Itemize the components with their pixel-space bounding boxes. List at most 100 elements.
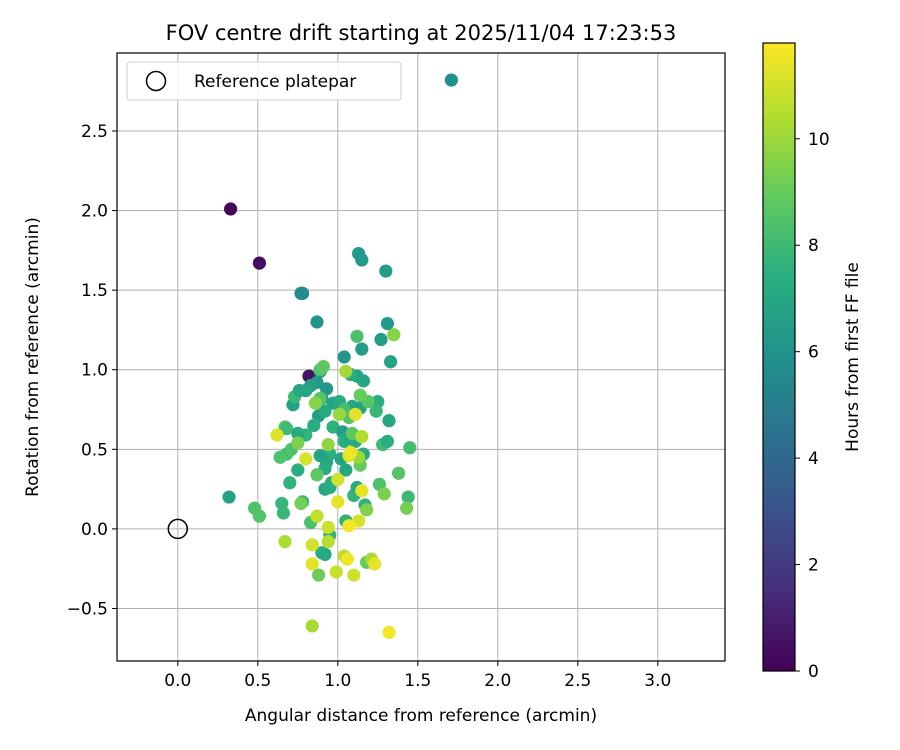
x-tick-label: 1.0 — [324, 671, 351, 691]
data-point — [360, 503, 374, 517]
grid-lines — [117, 53, 725, 661]
x-tick-label: 2.0 — [484, 671, 511, 691]
y-tick-label: 2.0 — [81, 202, 108, 222]
legend-box — [126, 61, 402, 101]
data-point — [368, 557, 382, 571]
colorbar-tick-label: 10 — [808, 130, 830, 150]
data-point — [316, 359, 330, 374]
data-point — [252, 509, 266, 523]
data-point — [318, 404, 332, 418]
data-point — [270, 428, 284, 442]
y-axis-label: Rotation from reference (arcmin) — [23, 217, 43, 497]
data-point — [355, 429, 369, 444]
colorbar-tick-label: 8 — [808, 236, 819, 256]
legend: Reference platepar — [126, 61, 402, 101]
data-point — [339, 364, 353, 378]
data-point — [403, 441, 417, 455]
y-tick-label: 1.0 — [81, 361, 108, 381]
data-point — [444, 73, 458, 87]
chart-title: FOV centre drift starting at 2025/11/04 … — [166, 21, 677, 45]
data-point — [224, 202, 238, 216]
data-point — [329, 565, 343, 579]
data-point — [273, 450, 287, 464]
data-point — [400, 501, 414, 515]
data-point — [347, 568, 361, 582]
data-point — [355, 484, 369, 498]
y-tick-label: 1.5 — [81, 281, 108, 301]
plot-frame — [116, 52, 726, 662]
data-point — [369, 404, 383, 418]
data-point — [331, 495, 345, 509]
data-point — [382, 414, 396, 428]
legend-label: Reference platepar — [194, 72, 356, 92]
data-point — [299, 383, 313, 398]
y-tick-label: 2.5 — [81, 122, 108, 142]
y-axis-ticks: −0.5 0.0 0.5 1.0 1.5 2.0 2.5 — [67, 122, 117, 619]
y-tick-label: 0.5 — [81, 440, 108, 460]
data-point — [382, 625, 396, 639]
data-point — [222, 490, 236, 504]
data-point — [321, 535, 335, 549]
data-point — [380, 316, 394, 331]
data-point — [380, 434, 394, 448]
data-point — [310, 509, 324, 523]
data-point — [310, 468, 324, 482]
colorbar — [762, 42, 796, 672]
data-point — [291, 426, 305, 440]
data-point — [379, 264, 393, 278]
data-point — [313, 449, 327, 463]
data-points — [222, 73, 458, 639]
colorbar-tick-label: 6 — [808, 343, 819, 363]
data-point — [340, 552, 354, 566]
colorbar-tick-label: 0 — [808, 662, 819, 682]
data-point — [342, 519, 356, 533]
data-point — [348, 407, 362, 421]
colorbar-tick-label: 2 — [808, 556, 819, 576]
data-point — [283, 476, 297, 490]
data-point — [384, 355, 398, 369]
data-point — [294, 496, 308, 511]
data-point — [355, 253, 369, 267]
data-point — [344, 445, 358, 460]
x-tick-label: 1.5 — [404, 671, 431, 691]
x-tick-label: 0.0 — [164, 671, 191, 691]
data-point — [374, 332, 388, 347]
data-point — [331, 472, 345, 487]
data-point — [305, 557, 319, 571]
data-point — [299, 452, 313, 466]
data-point — [392, 466, 406, 480]
data-point — [252, 256, 266, 270]
data-point — [305, 538, 319, 552]
data-point — [307, 418, 321, 433]
data-point — [356, 374, 370, 388]
data-point — [318, 547, 332, 561]
y-tick-label: −0.5 — [67, 599, 108, 619]
x-axis-ticks: 0.0 0.5 1.0 1.5 2.0 2.5 3.0 — [164, 661, 671, 691]
data-point — [401, 490, 415, 504]
x-axis-label: Angular distance from reference (arcmin) — [245, 706, 597, 726]
data-point — [291, 463, 305, 477]
data-point — [355, 342, 369, 356]
data-point — [337, 350, 351, 364]
data-point — [276, 506, 290, 520]
data-point — [353, 388, 367, 402]
data-point — [308, 396, 322, 410]
x-tick-label: 2.5 — [564, 671, 591, 691]
data-point — [296, 286, 310, 300]
colorbar-tick-label: 4 — [808, 449, 819, 469]
x-tick-label: 3.0 — [644, 671, 671, 691]
data-point — [310, 315, 324, 329]
data-point — [323, 480, 337, 495]
data-point — [332, 407, 346, 421]
data-point — [305, 619, 319, 633]
y-tick-label: 0.0 — [81, 520, 108, 540]
data-point — [312, 568, 326, 582]
data-point — [321, 437, 335, 452]
colorbar-label: Hours from first FF file — [843, 262, 863, 452]
data-point — [350, 329, 364, 343]
legend-marker — [145, 70, 167, 92]
data-point — [280, 422, 294, 436]
x-tick-label: 0.5 — [244, 671, 271, 691]
data-point — [377, 487, 391, 501]
data-point — [291, 436, 305, 450]
